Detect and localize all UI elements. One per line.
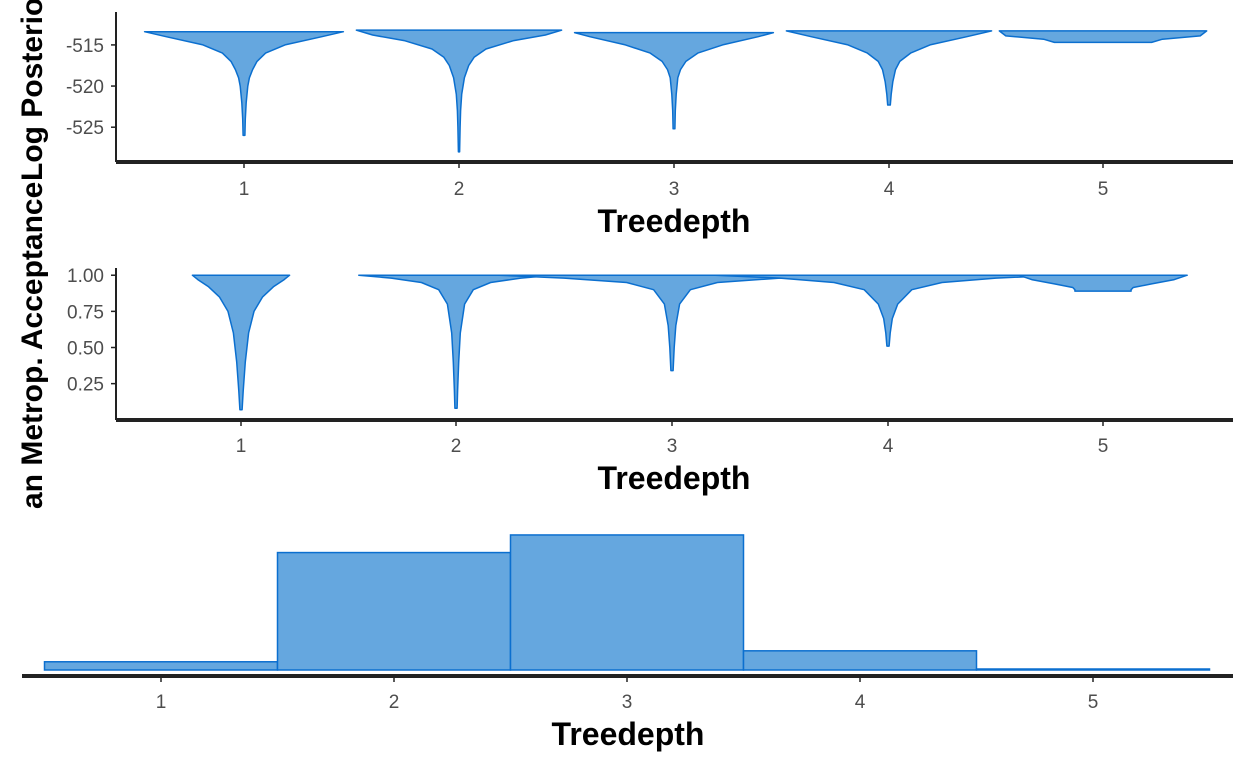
x-axis-title: Treedepth: [598, 203, 751, 239]
treedepth-histogram-panel: 1 2 3 4 5 Treedepth: [22, 535, 1233, 752]
y-tick-label: -515: [66, 36, 104, 57]
violin-1: [145, 32, 344, 136]
y-tick-label: -520: [66, 77, 104, 98]
x-tick-label: 4: [855, 692, 866, 713]
acceptance-panel: 1.00 0.75 0.50 0.25 1 2 3 4 5 Treedepth: [67, 266, 1233, 496]
log-posterior-panel: -515 -520 -525 1 2 3 4 5 Treedepth: [66, 12, 1233, 239]
x-tick-label: 3: [667, 436, 678, 457]
violin-3: [575, 33, 774, 129]
x-tick-label: 5: [1088, 692, 1099, 713]
x-tick-label: 2: [454, 179, 465, 200]
x-tick-label: 5: [1098, 436, 1109, 457]
x-tick-label: 3: [622, 692, 633, 713]
y-axis-title-acceptance: an Metrop. Acceptance: [16, 182, 49, 509]
y-tick-label: 1.00: [67, 266, 104, 287]
x-axis-title: Treedepth: [598, 460, 751, 496]
x-tick-label: 1: [236, 436, 247, 457]
bar-3: [511, 535, 744, 670]
x-tick-label: 1: [239, 179, 250, 200]
violin-1: [192, 275, 289, 410]
x-tick-label: 4: [884, 179, 895, 200]
violin-4: [715, 275, 1061, 346]
x-axis-title: Treedepth: [552, 716, 705, 752]
bar-1: [45, 662, 278, 670]
violin-3: [499, 275, 845, 370]
bar-2: [278, 553, 511, 670]
x-tick-label: 4: [883, 436, 894, 457]
y-tick-label: -525: [66, 118, 104, 139]
y-tick-label: 0.50: [67, 339, 104, 360]
violin-4: [786, 31, 991, 105]
x-tick-label: 2: [389, 692, 400, 713]
x-tick-label: 1: [156, 692, 167, 713]
violin-5: [1019, 275, 1187, 291]
violin-2: [356, 30, 561, 152]
y-tick-label: 0.75: [67, 302, 104, 323]
bar-5: [977, 669, 1210, 670]
y-tick-label: 0.25: [67, 375, 104, 396]
bar-4: [744, 651, 977, 670]
x-tick-label: 5: [1098, 179, 1109, 200]
violin-5: [999, 31, 1206, 43]
violin-2: [359, 275, 553, 408]
x-tick-label: 2: [451, 436, 462, 457]
y-axis-title-log-posterior: Log Posterior: [16, 0, 49, 181]
x-tick-label: 3: [669, 179, 680, 200]
